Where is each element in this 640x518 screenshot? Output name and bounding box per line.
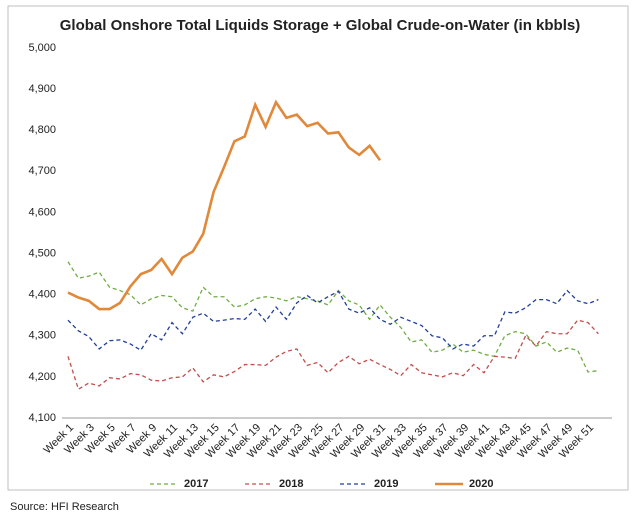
y-tick-label: 4,100 <box>28 412 56 424</box>
y-tick-label: 4,900 <box>28 83 56 95</box>
y-tick-label: 4,600 <box>28 206 56 218</box>
series-line <box>67 319 599 391</box>
y-tick-label: 4,200 <box>28 371 56 383</box>
legend-label: 2018 <box>279 478 303 490</box>
source-note: Source: HFI Research <box>10 501 119 513</box>
y-tick-label: 4,500 <box>28 247 56 259</box>
legend-label: 2020 <box>469 478 493 490</box>
y-tick-label: 4,400 <box>28 289 56 301</box>
y-tick-label: 4,300 <box>28 330 56 342</box>
y-tick-label: 4,800 <box>28 124 56 136</box>
series-line <box>67 261 599 373</box>
y-tick-label: 4,700 <box>28 165 56 177</box>
series-line <box>67 289 599 352</box>
chart-frame <box>7 5 629 491</box>
chart-title: Global Onshore Total Liquids Storage + G… <box>60 17 580 34</box>
y-tick-label: 5,000 <box>28 42 56 54</box>
legend-label: 2019 <box>374 478 398 490</box>
legend-label: 2017 <box>184 478 208 490</box>
series-line <box>67 99 382 311</box>
